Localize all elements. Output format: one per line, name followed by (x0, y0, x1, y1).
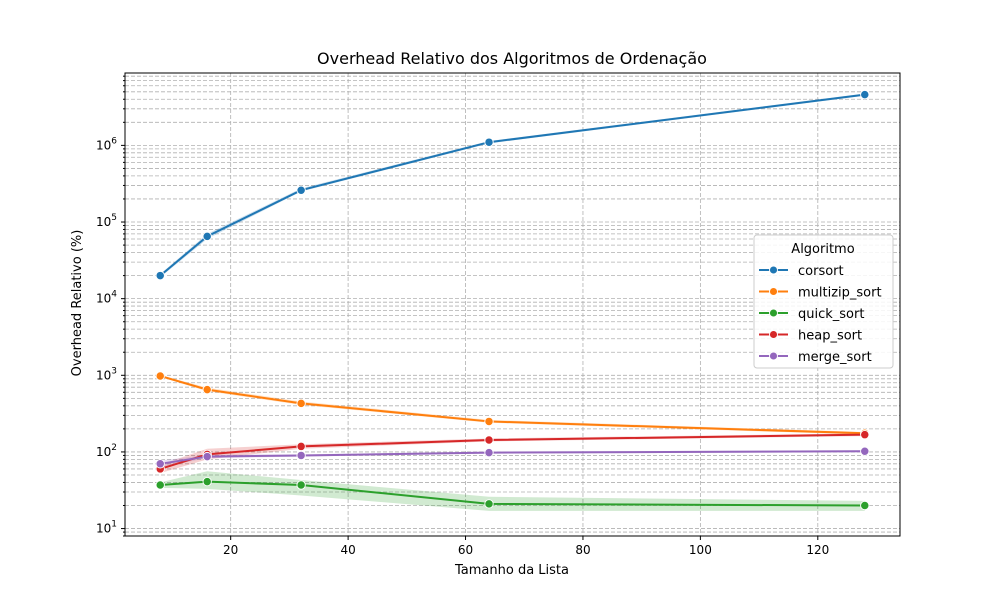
x-tick-label: 100 (689, 543, 712, 557)
merge_sort-point (155, 459, 165, 469)
multizip_sort-point (202, 384, 212, 395)
y-tick-label: 103 (96, 366, 117, 382)
heap_sort-band (160, 433, 865, 474)
quick_sort-legend-marker (769, 308, 778, 318)
legend-label-corsort: corsort (798, 264, 844, 279)
heap_sort-point (484, 435, 494, 445)
legend-label-heap_sort: heap_sort (798, 329, 862, 344)
multizip_sort-point (484, 416, 494, 427)
quick_sort-point (202, 476, 212, 487)
multizip_sort-point (155, 371, 165, 381)
x-tick-label: 120 (806, 543, 829, 557)
merge_sort-point (484, 447, 494, 458)
x-tick-label: 20 (223, 543, 238, 557)
legend: Algoritmo corsort multizip_sort quick_sort… (753, 234, 894, 369)
plot-frame (124, 72, 901, 537)
data-points (155, 89, 870, 511)
y-tick-label: 105 (96, 213, 117, 229)
merge_sort-point (296, 450, 306, 461)
chart-title: Overhead Relativo dos Algoritmos de Orde… (317, 49, 707, 68)
corsort-legend-marker (769, 265, 778, 275)
merge_sort-legend-marker (769, 351, 778, 361)
quick_sort-point (296, 480, 306, 490)
legend-title: Algoritmo (791, 242, 854, 257)
merge_sort-point (202, 451, 212, 462)
x-tick-label: 40 (340, 543, 355, 557)
y-axis-ticks: 101 102 103 104 105 106 (96, 75, 125, 537)
quick_sort-point (860, 500, 870, 511)
legend-label-multizip_sort: multizip_sort (798, 286, 882, 301)
quick_sort-point (155, 480, 165, 490)
legend-items: corsort multizip_sort quick_sort heap_sortm… (759, 264, 882, 365)
merge_sort-point (860, 446, 870, 456)
quick_sort-point (484, 499, 494, 509)
heap_sort-point (860, 430, 870, 440)
legend-label-merge_sort: merge_sort (798, 350, 872, 365)
x-tick-label: 60 (458, 543, 473, 557)
corsort-point (296, 185, 306, 195)
corsort-point (155, 270, 165, 281)
multizip_sort-legend-marker (769, 287, 778, 296)
x-tick-label: 80 (575, 543, 590, 557)
y-tick-label: 106 (96, 136, 117, 152)
legend-box (753, 234, 894, 369)
y-tick-label: 104 (96, 290, 117, 306)
y-axis-label: Overhead Relativo (%) (70, 230, 85, 377)
heap_sort-point (296, 441, 306, 452)
multizip_sort-point (296, 398, 306, 409)
legend-label-quick_sort: quick_sort (798, 307, 864, 322)
quick_sort-band (160, 471, 865, 511)
corsort-point (860, 89, 870, 100)
x-axis-label: Tamanho da Lista (454, 563, 569, 578)
corsort-point (202, 231, 212, 242)
y-tick-label: 102 (96, 443, 117, 459)
y-tick-label: 101 (96, 520, 117, 536)
x-axis-ticks: 20 40 60 80 100 120 (223, 536, 829, 557)
corsort-point (484, 137, 494, 147)
heap_sort-legend-marker (769, 330, 778, 339)
